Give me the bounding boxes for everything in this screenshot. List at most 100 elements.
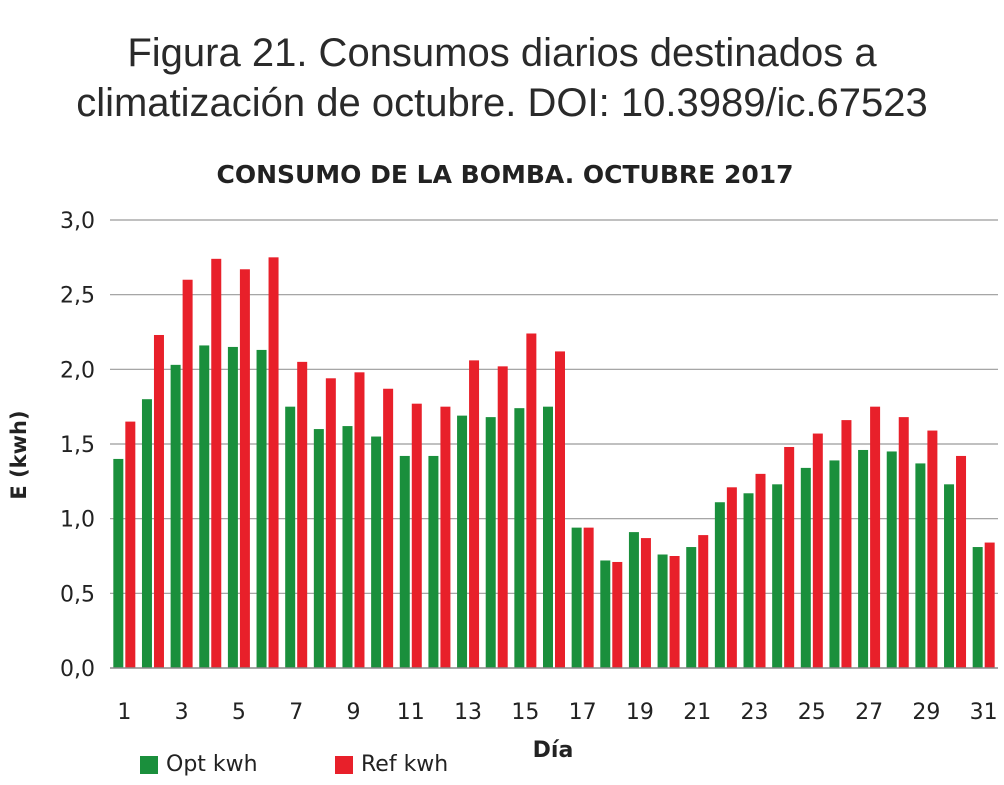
x-tick-label: 15 [511,700,539,725]
x-tick-label: 13 [454,700,482,725]
y-tick-label: 2,0 [60,358,95,383]
bar-ref [497,366,508,668]
x-tick-label: 9 [346,700,360,725]
caption-line-2: climatización de octubre. DOI: 10.3989/i… [76,81,928,125]
bar-ref [870,406,881,668]
figure-caption: Figura 21. Consumos diarios destinados a… [0,28,1004,128]
bar-ref [726,487,737,668]
bar-opt [428,455,439,668]
legend-swatch-ref [335,755,353,774]
x-tick-label: 11 [397,700,425,725]
bar-opt [743,493,754,668]
y-tick-label: 1,5 [60,433,95,458]
bar-opt [858,449,869,668]
bar-opt [313,429,324,668]
bar-opt [886,451,897,668]
bar-opt [628,532,639,668]
bar-ref [956,455,967,668]
y-axis-ticks: 0,0 0,5 1,0 1,5 2,0 2,5 3,0 [60,209,95,682]
y-tick-label: 3,0 [60,209,95,234]
x-tick-label: 23 [741,700,769,725]
legend-label-ref: Ref kwh [361,752,449,777]
bar-ref [239,269,250,668]
bar-opt [829,460,840,668]
x-tick-label: 27 [855,700,883,725]
bar-ref [125,421,136,668]
x-tick-label: 1 [117,700,131,725]
bar-ref [841,420,852,668]
bar-ref [153,334,164,668]
bar-opt [399,455,410,668]
bar-opt [141,399,152,668]
x-tick-label: 29 [912,700,940,725]
y-tick-label: 0,0 [60,657,95,682]
bar-opt [113,458,124,668]
bar-opt [170,364,181,668]
bar-ref [325,378,336,668]
legend-item-opt: Opt kwh [140,752,258,777]
x-axis-label: Día [533,738,574,763]
bar-opt [285,406,296,668]
bar-opt [972,547,983,668]
y-tick-label: 1,0 [60,508,95,533]
y-axis-label: E (kwh) [7,410,31,499]
bar-opt [227,346,238,668]
x-tick-label: 31 [970,700,998,725]
bar-opt [600,560,611,668]
bar-ref [698,535,709,668]
bar-ref [297,361,308,668]
bar-opt [485,417,496,668]
bar-ref [984,542,995,668]
bar-opt [342,426,353,668]
x-tick-label: 17 [569,700,597,725]
bar-ref [812,433,823,668]
bar-ref [669,556,680,668]
bar-opt [800,467,811,668]
bar-ref [411,403,422,668]
bar-ref [526,333,537,668]
bar-opt [457,415,468,668]
bar-opt [915,463,926,668]
bar-ref [612,561,623,668]
bar-ref [927,430,938,668]
y-tick-label: 2,5 [60,284,95,309]
bar-opt [543,406,553,668]
x-tick-label: 3 [175,700,189,725]
bar-opt [772,484,783,668]
y-tick-label: 0,5 [60,582,95,607]
bar-ref [755,473,766,668]
x-tick-label: 5 [232,700,246,725]
bar-ref [383,388,394,668]
bar-ref [784,446,795,668]
x-tick-label: 21 [683,700,711,725]
chart-title: CONSUMO DE LA BOMBA. OCTUBRE 2017 [216,160,793,189]
bar-ref [182,279,193,668]
bar-opt [371,436,382,668]
bar-ref [354,372,365,668]
bar-opt [256,349,267,668]
bar-ref [898,417,909,668]
bars [113,257,995,668]
bar-opt [714,502,725,668]
x-tick-label: 19 [626,700,654,725]
bar-ref [583,527,594,668]
bar-ref [555,351,565,668]
x-tick-label: 25 [798,700,826,725]
x-tick-label: 7 [289,700,303,725]
bar-opt [686,547,697,668]
caption-line-1: Figura 21. Consumos diarios destinados a [127,31,877,75]
bar-opt [199,345,210,668]
bar-opt [657,554,668,668]
bar-opt [571,527,582,668]
legend-label-opt: Opt kwh [166,752,258,777]
bar-ref [211,258,222,668]
bar-opt [944,484,955,668]
x-axis-ticks: 1 3 5 7 9 11 13 15 17 19 21 23 25 27 29 31 [117,700,997,725]
bar-ref [640,538,651,668]
bar-ref [268,257,279,668]
bar-opt [514,408,525,668]
bar-ref [469,360,480,668]
legend-swatch-opt [140,755,158,774]
legend-item-ref: Ref kwh [335,752,448,777]
